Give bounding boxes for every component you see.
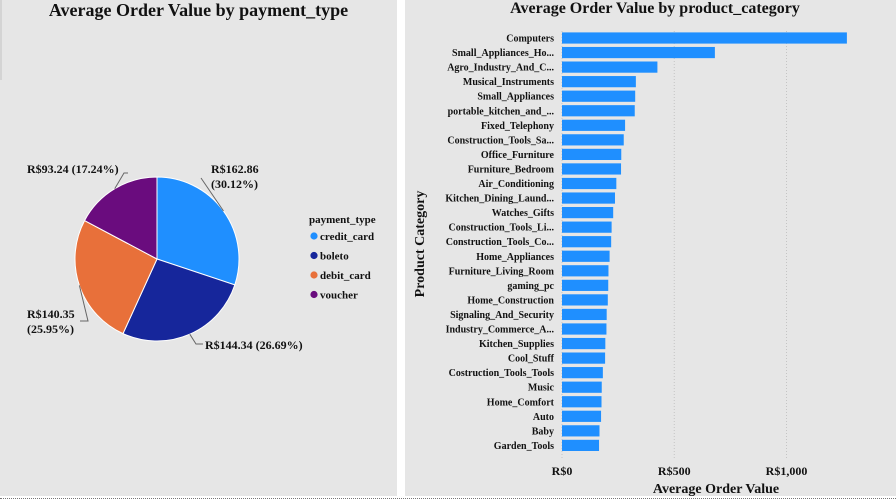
- pie-leader-line: [200, 177, 224, 212]
- category-label: Furniture_Living_Room: [449, 266, 555, 277]
- pie-leader-line: [78, 285, 89, 322]
- legend-label-voucher: voucher: [320, 290, 358, 302]
- legend-marker-boleto: [310, 251, 318, 260]
- bar-16: [562, 265, 609, 277]
- category-label: Baby: [532, 426, 554, 437]
- category-label: Signaling_And_Security: [450, 310, 554, 321]
- bar-12: [562, 207, 614, 219]
- bar-7: [562, 134, 624, 146]
- bar-0: [562, 32, 847, 44]
- pie-data-label: R$144.34 (26.69%): [205, 338, 303, 352]
- legend-marker-credit-card: [310, 232, 318, 240]
- bar-20: [562, 323, 607, 335]
- category-label: Office_Furniture: [481, 150, 555, 161]
- category-label: Construction_Tools_Li...: [449, 223, 555, 234]
- y-axis-title: Product Category: [413, 191, 428, 298]
- category-label: Small_Appliances: [477, 92, 554, 103]
- legend-marker-voucher: [310, 290, 318, 299]
- category-label: Watches_Gifts: [492, 208, 554, 219]
- bar-17: [562, 279, 609, 291]
- bar-8: [562, 148, 622, 160]
- x-axis-title: Average Order Value: [653, 482, 779, 497]
- pie-data-label: R$140.35: [27, 307, 75, 321]
- pie-slice-boleto: [122, 258, 236, 342]
- panel-edge: [0, 0, 2, 80]
- category-label: Auto: [533, 412, 554, 423]
- pie-data-label: R$93.24 (17.24%): [27, 162, 119, 176]
- bar-5: [562, 105, 635, 117]
- legend-marker-debit-card: [310, 271, 318, 279]
- category-label: Kitchen_Supplies: [479, 339, 554, 350]
- bar-chart-panel: [405, 0, 896, 496]
- category-label: Air_Conditioning: [478, 179, 554, 190]
- bar-18: [562, 294, 608, 306]
- bar-27: [562, 425, 600, 437]
- bar-23: [562, 367, 603, 379]
- category-label: Construction_Tools_Sa...: [447, 135, 554, 146]
- x-tick-label: R$500: [658, 464, 691, 478]
- bar-9: [562, 163, 622, 175]
- pie-data-label: (30.12%): [211, 177, 258, 191]
- category-label: Costruction_Tools_Tools: [449, 368, 555, 379]
- legend-label-boleto: boleto: [320, 251, 349, 263]
- x-tick-label: R$0: [552, 464, 573, 478]
- bar-22: [562, 352, 606, 364]
- bar-6: [562, 119, 626, 131]
- category-label: Fixed_Telephony: [481, 121, 554, 132]
- bar-28: [562, 439, 600, 451]
- bottom-divider: [0, 498, 896, 499]
- category-label: Home_Comfort: [487, 397, 555, 408]
- pie-slice-debit-card: [74, 219, 158, 335]
- legend-label-debit-card: debit_card: [320, 270, 371, 282]
- bar-3: [562, 76, 636, 88]
- category-label: gaming_pc: [507, 281, 554, 292]
- bar-11: [562, 192, 615, 204]
- category-label: Garden_Tools: [494, 441, 554, 452]
- bar-14: [562, 236, 612, 248]
- bar-21: [562, 337, 606, 350]
- category-label: Musical_Instruments: [463, 77, 554, 88]
- category-label: portable_kitchen_and_...: [448, 106, 555, 117]
- bar-2: [562, 61, 658, 73]
- pie-leader-line: [114, 172, 128, 189]
- pie-slice-voucher: [83, 176, 158, 260]
- category-label: Computers: [506, 34, 554, 45]
- pie-data-label: (25.95%): [27, 322, 74, 336]
- bar-25: [562, 396, 602, 408]
- category-label: Industry_Commerce_A...: [446, 325, 555, 336]
- bar-1: [562, 46, 715, 59]
- category-label: Furniture_Bedroom: [468, 164, 555, 175]
- category-label: Small_Appliances_Ho...: [452, 48, 554, 59]
- bar-24: [562, 381, 602, 393]
- pie-chart-title: Average Order Value by payment_type: [48, 0, 349, 20]
- category-label: Construction_Tools_Co...: [446, 237, 555, 248]
- bar-26: [562, 410, 602, 422]
- x-tick-label: R$1,000: [766, 464, 808, 478]
- pie-legend-title: payment_type: [309, 214, 376, 226]
- category-label: Home_Appliances: [476, 252, 554, 263]
- legend-label-credit-card: credit_card: [320, 231, 374, 243]
- bar-10: [562, 177, 617, 190]
- category-label: Agro_Industry_And_C...: [447, 63, 554, 74]
- bar-19: [562, 308, 607, 321]
- pie-leader-line: [189, 333, 203, 345]
- bar-13: [562, 221, 612, 233]
- bar-chart-title: Average Order Value by product_category: [510, 0, 800, 17]
- category-label: Cool_Stuff: [508, 354, 555, 365]
- bar-15: [562, 250, 610, 262]
- category-label: Home_Construction: [467, 295, 554, 306]
- category-label: Music: [528, 383, 555, 394]
- category-label: Kitchen_Dining_Laund...: [445, 194, 554, 205]
- pie-data-label: R$162.86: [211, 162, 259, 176]
- pie-slice-credit-card: [156, 176, 240, 286]
- bar-4: [562, 90, 636, 102]
